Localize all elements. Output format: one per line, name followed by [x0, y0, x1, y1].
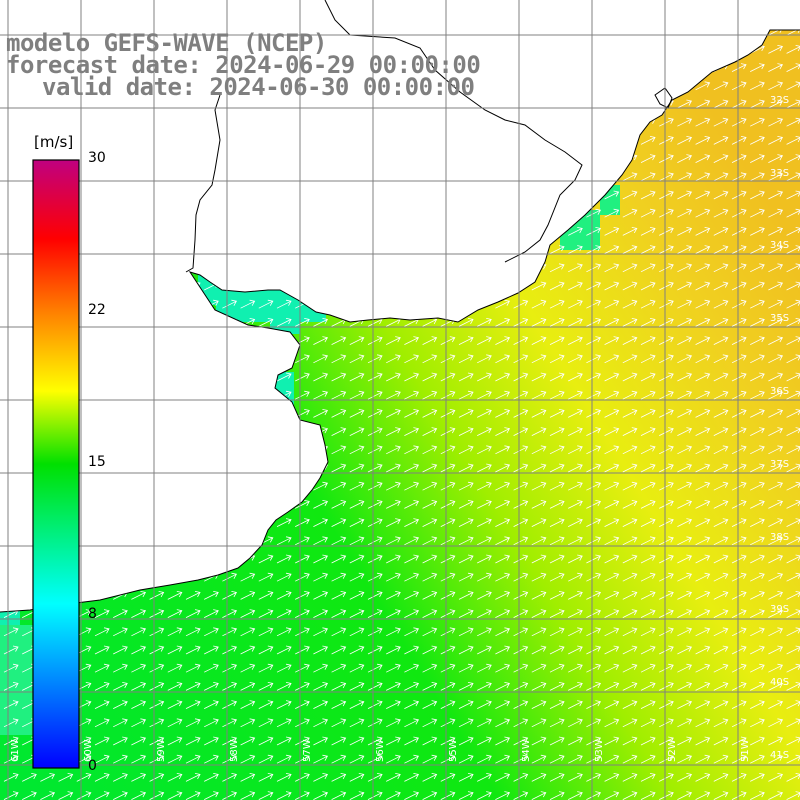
- lat-label-34S: 34S: [770, 240, 789, 251]
- lon-label-56W: 56W: [375, 739, 386, 762]
- lat-label-41S: 41S: [770, 750, 789, 761]
- lon-label-52W: 52W: [667, 739, 678, 762]
- colorbar-label-22: 22: [88, 302, 106, 318]
- lat-label-38S: 38S: [770, 532, 789, 543]
- title-model: modelo GEFS-WAVE (NCEP): [6, 29, 327, 57]
- colorbar-label-30: 30: [88, 150, 106, 166]
- lon-label-61W: 61W: [10, 739, 21, 762]
- lon-label-58W: 58W: [229, 739, 240, 762]
- lat-label-33S: 33S: [770, 168, 789, 179]
- colorbar-unit: [m/s]: [34, 133, 74, 151]
- colorbar-label-0: 0: [88, 758, 97, 774]
- title-valid-date: valid date: 2024-06-30 00:00:00: [42, 73, 475, 101]
- colorbar: [32, 159, 80, 769]
- lon-label-53W: 53W: [594, 739, 605, 762]
- lon-label-59W: 59W: [156, 739, 167, 762]
- longitude-labels: 61W 60W 59W 58W 57W 56W 55W 54W 53W 52W 51W: [10, 739, 751, 762]
- lon-label-60W: 60W: [83, 739, 94, 762]
- lat-label-37S: 37S: [770, 459, 789, 470]
- lagoa-mirim: [654, 87, 673, 109]
- lat-label-32S: 32S: [770, 95, 789, 106]
- title-forecast-date: forecast date: 2024-06-29 00:00:00: [6, 51, 481, 79]
- colorbar-label-8: 8: [88, 606, 97, 622]
- colorbar-label-15: 15: [88, 454, 106, 470]
- coastline: [0, 29, 800, 613]
- latitude-labels: 32S 33S 34S 35S 36S 37S 38S 39S 40S 41S: [770, 95, 789, 761]
- lon-label-51W: 51W: [740, 739, 751, 762]
- lat-label-35S: 35S: [770, 313, 789, 324]
- lon-label-55W: 55W: [448, 739, 459, 762]
- coastal-light-green-cells: [0, 185, 620, 735]
- lat-label-39S: 39S: [770, 604, 789, 615]
- lat-label-36S: 36S: [770, 386, 789, 397]
- uruguay-brazil-border: [324, 0, 583, 263]
- lat-label-40S: 40S: [770, 677, 789, 688]
- lon-label-54W: 54W: [521, 739, 532, 762]
- lon-label-57W: 57W: [302, 739, 313, 762]
